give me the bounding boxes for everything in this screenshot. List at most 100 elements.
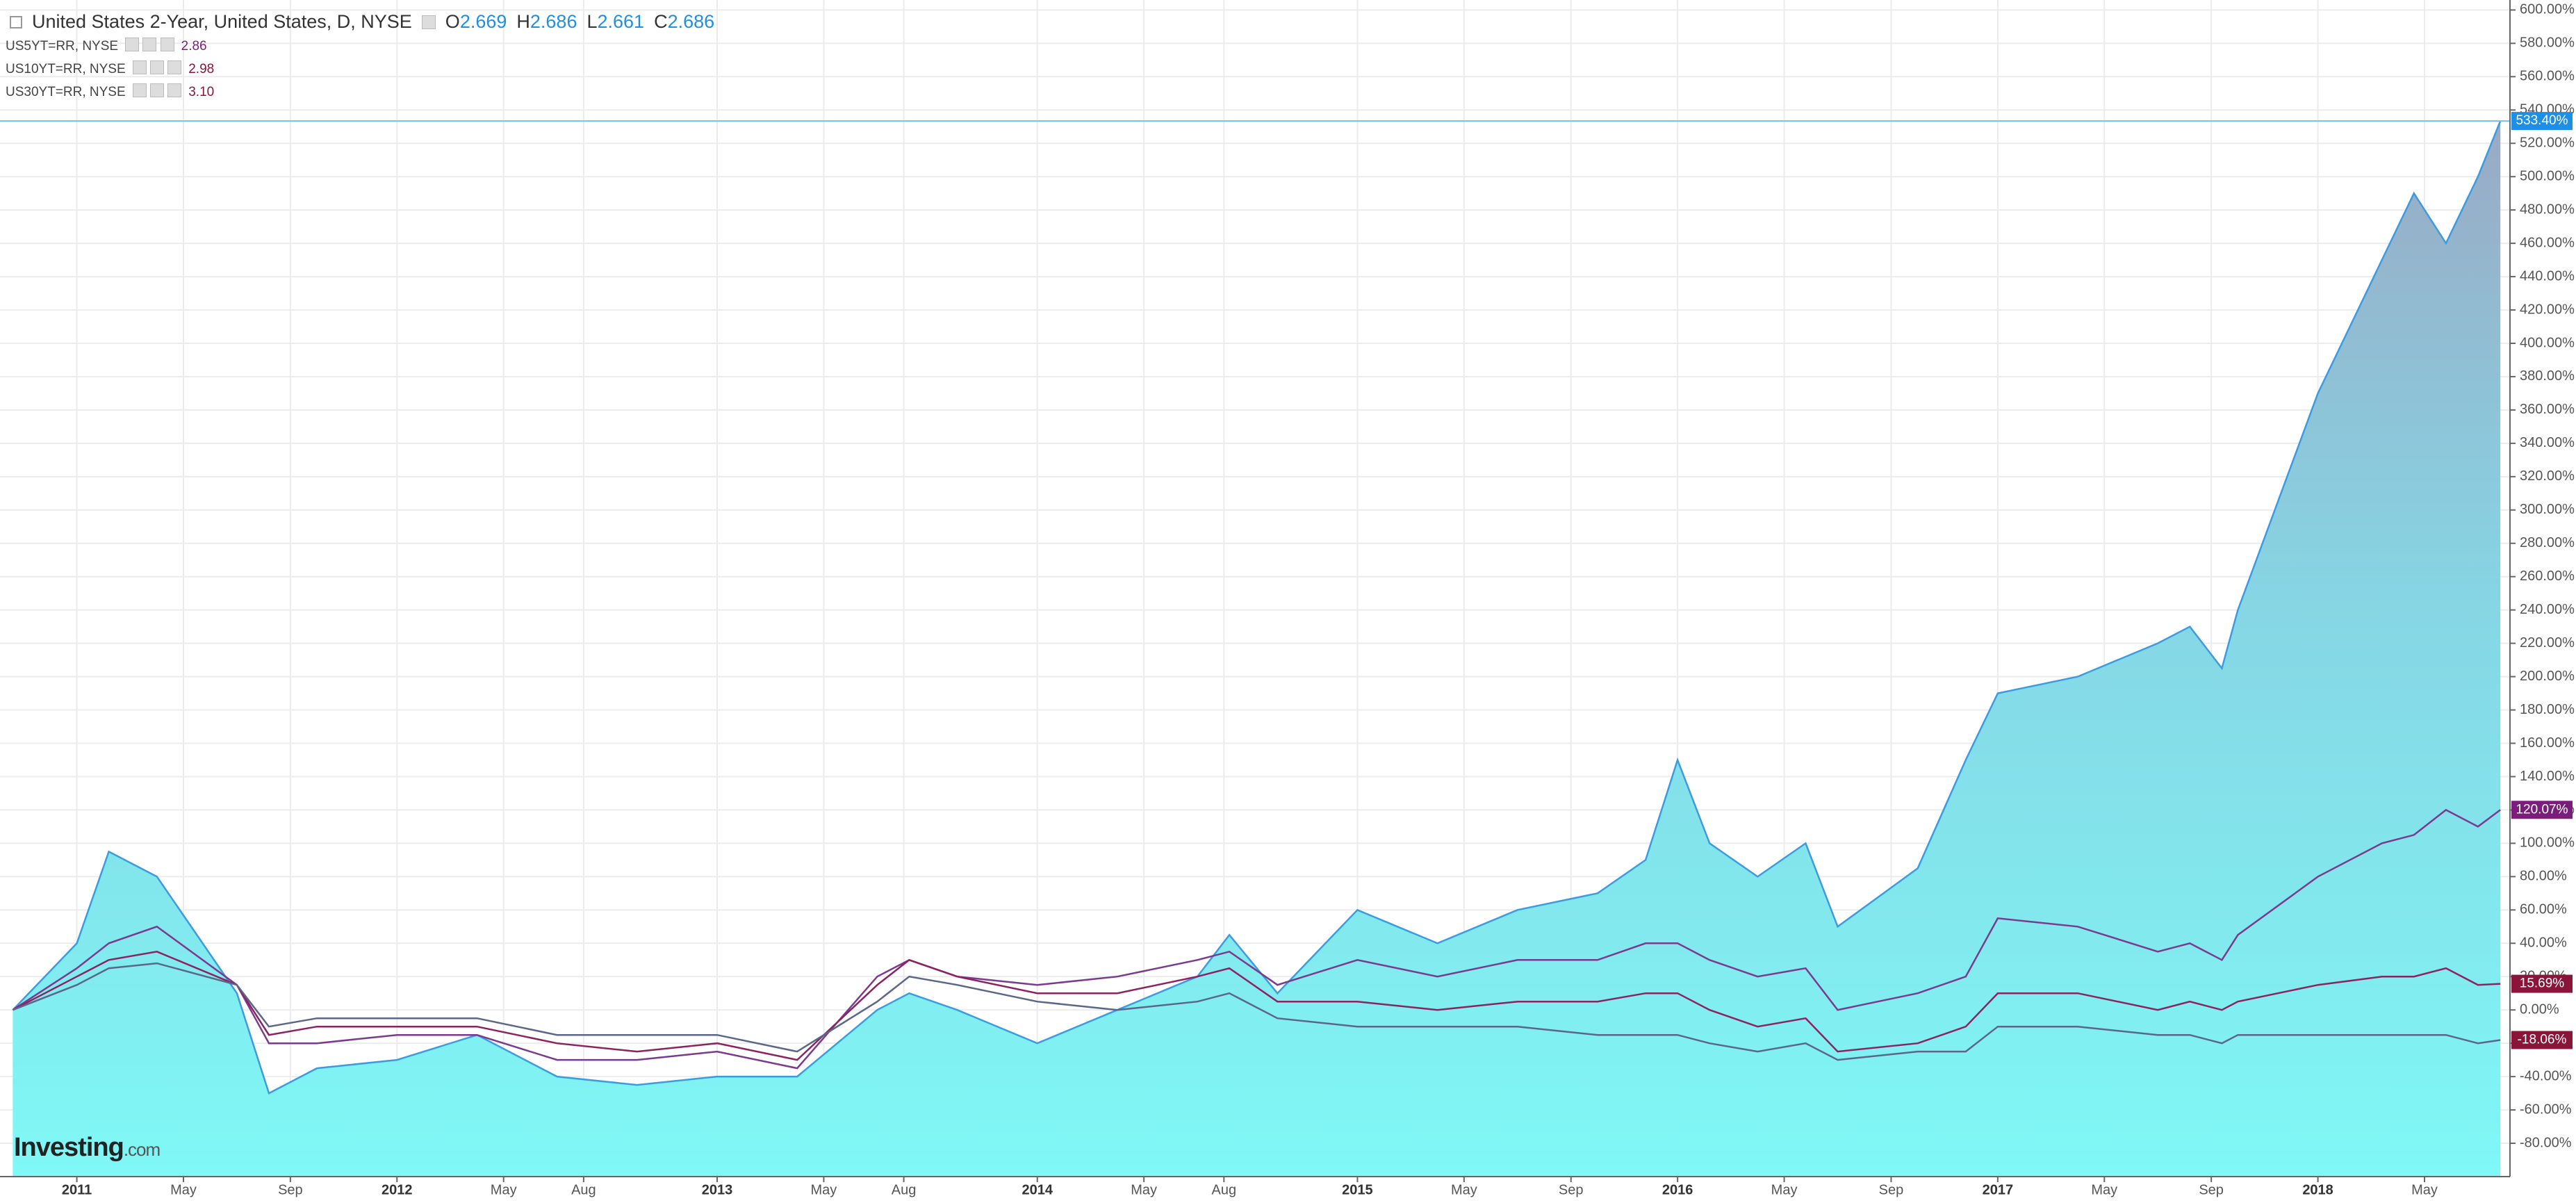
ohlc-item: O2.669 bbox=[445, 11, 507, 33]
series-line bbox=[12, 120, 2502, 1095]
y-tick-label: 280.00% bbox=[2520, 535, 2575, 550]
x-tick-label: Sep bbox=[1879, 1182, 1904, 1197]
y-tick-label: 260.00% bbox=[2520, 568, 2575, 584]
legend-icons bbox=[132, 83, 182, 101]
ohlc-item: H2.686 bbox=[516, 11, 577, 33]
x-tick-label: Aug bbox=[892, 1182, 917, 1197]
y-tick-label: 300.00% bbox=[2520, 502, 2575, 517]
collapse-icon[interactable] bbox=[10, 15, 22, 28]
watermark-brand: Investing bbox=[14, 1133, 124, 1162]
last-value-badge bbox=[2511, 112, 2573, 131]
y-tick-label: 240.00% bbox=[2520, 602, 2575, 617]
ohlc-value: 2.669 bbox=[459, 11, 507, 32]
x-tick-label: Sep bbox=[2199, 1182, 2224, 1197]
legend-icons bbox=[132, 60, 182, 79]
x-tick-label: May bbox=[170, 1182, 197, 1197]
y-tick-label: 200.00% bbox=[2520, 669, 2575, 684]
settings-icon[interactable] bbox=[421, 15, 436, 29]
x-tick-label: 2013 bbox=[702, 1182, 733, 1197]
x-tick-label: Sep bbox=[1559, 1182, 1584, 1197]
ohlc: O2.669 H2.686 L2.661 C2.686 bbox=[445, 11, 714, 33]
y-tick-label: -40.00% bbox=[2520, 1068, 2572, 1083]
last-value-label: 15.69% bbox=[2520, 976, 2565, 991]
x-tick-label: May bbox=[491, 1182, 517, 1197]
ohlc-value: 2.686 bbox=[667, 11, 715, 32]
x-tick-label: 2012 bbox=[382, 1182, 413, 1197]
legend-name: US10YT=RR, NYSE bbox=[6, 62, 126, 76]
header: United States 2-Year, United States, D, … bbox=[10, 11, 714, 33]
ohlc-item: C2.686 bbox=[654, 11, 714, 33]
last-value-badge bbox=[2511, 1031, 2573, 1049]
y-tick-label: 420.00% bbox=[2520, 302, 2575, 317]
plot bbox=[0, 120, 2510, 1177]
y-tick-label: 60.00% bbox=[2520, 902, 2567, 917]
watermark-suffix: .com bbox=[123, 1139, 161, 1160]
legend-icons bbox=[125, 38, 174, 56]
ohlc-value: 2.686 bbox=[530, 11, 577, 32]
x-tick-label: May bbox=[1131, 1182, 1157, 1197]
area bbox=[13, 121, 2501, 1177]
y-tick-label: 80.00% bbox=[2520, 869, 2567, 884]
last-value-label: 120.07% bbox=[2516, 802, 2568, 817]
series-line bbox=[12, 962, 2501, 1061]
ohlc-key: O bbox=[445, 11, 460, 32]
legend-name: US5YT=RR, NYSE bbox=[6, 39, 119, 54]
y-tick-label: 460.00% bbox=[2520, 235, 2575, 250]
ohlc-key: L bbox=[586, 11, 598, 32]
y-tick-label: 580.00% bbox=[2520, 35, 2575, 51]
series-line bbox=[12, 808, 2501, 1070]
y-tick-label: 340.00% bbox=[2520, 435, 2575, 450]
last-value-label: 533.40% bbox=[2516, 113, 2568, 128]
x-tick-label: 2016 bbox=[1662, 1182, 1693, 1197]
x-tick-label: 2015 bbox=[1342, 1182, 1373, 1197]
y-tick-label: 520.00% bbox=[2520, 136, 2575, 151]
last-value-badge bbox=[2511, 801, 2573, 819]
legend-row: US30YT=RR, NYSE 3.10 bbox=[6, 83, 214, 101]
y-tick-label: 440.00% bbox=[2520, 268, 2575, 284]
legend-row: US5YT=RR, NYSE 2.86 bbox=[6, 38, 207, 56]
y-tick-label: 600.00% bbox=[2520, 2, 2575, 17]
y-tick-label: 480.00% bbox=[2520, 202, 2575, 217]
ohlc-key: H bbox=[516, 11, 530, 32]
chart-title: United States 2-Year, United States, D, … bbox=[32, 11, 412, 32]
watermark: Investing.com bbox=[14, 1133, 161, 1163]
last-value-badge bbox=[2511, 974, 2573, 993]
x-tick-label: May bbox=[811, 1182, 837, 1197]
y-tick-label: -80.00% bbox=[2520, 1135, 2572, 1150]
y-tick-label: 160.00% bbox=[2520, 735, 2575, 751]
y-tick-label: 40.00% bbox=[2520, 935, 2567, 951]
x-tick-label: May bbox=[2091, 1182, 2117, 1197]
x-tick-label: 2017 bbox=[1983, 1182, 2014, 1197]
legend-name: US30YT=RR, NYSE bbox=[6, 85, 126, 99]
legend-quote: 2.86 bbox=[181, 39, 207, 54]
legend-quote: 2.98 bbox=[188, 62, 215, 76]
y-tick-label: 560.00% bbox=[2520, 69, 2575, 84]
legend-quote: 3.10 bbox=[188, 85, 215, 99]
x-tick-label: May bbox=[1451, 1182, 1477, 1197]
y-tick-label: 220.00% bbox=[2520, 635, 2575, 650]
y-tick-label: 380.00% bbox=[2520, 368, 2575, 384]
x-tick-label: 2014 bbox=[1022, 1182, 1053, 1197]
y-tick-label: 100.00% bbox=[2520, 835, 2575, 851]
y-tick-label: 0.00% bbox=[2520, 1001, 2559, 1017]
x-tick-label: 2011 bbox=[62, 1182, 92, 1197]
y-tick-label: -60.00% bbox=[2520, 1102, 2572, 1117]
ohlc-key: C bbox=[654, 11, 668, 32]
x-tick-label: Sep bbox=[278, 1182, 303, 1197]
y-tick-label: 180.00% bbox=[2520, 702, 2575, 717]
series-line bbox=[12, 951, 2501, 1061]
x-tick-label: Aug bbox=[1212, 1182, 1237, 1197]
x-tick-label: May bbox=[1771, 1182, 1798, 1197]
y-tick-label: 500.00% bbox=[2520, 168, 2575, 183]
y-tick-label: 400.00% bbox=[2520, 335, 2575, 350]
x-tick-label: May bbox=[2411, 1182, 2438, 1197]
last-value-label: -18.06% bbox=[2518, 1033, 2567, 1047]
ohlc-item: L2.661 bbox=[586, 11, 644, 33]
y-tick-label: 140.00% bbox=[2520, 769, 2575, 784]
x-tick-label: 2018 bbox=[2302, 1182, 2333, 1197]
legend-row: US10YT=RR, NYSE 2.98 bbox=[6, 60, 214, 79]
y-tick-label: 320.00% bbox=[2520, 468, 2575, 484]
